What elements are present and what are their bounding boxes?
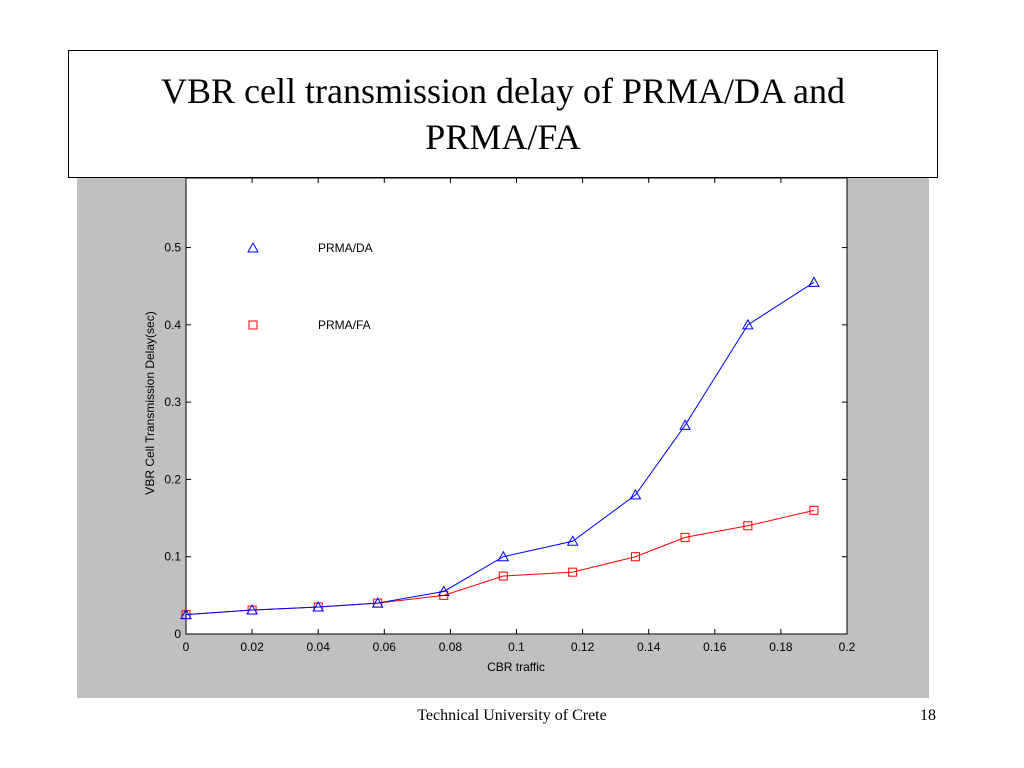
data-point xyxy=(246,604,258,615)
square-marker-icon xyxy=(248,320,258,330)
x-tick-label: 0.14 xyxy=(637,640,661,654)
x-axis-label: CBR traffic xyxy=(487,660,545,674)
y-axis: 0 0.1 0.2 0.3 0.4 0.5 xyxy=(164,241,847,641)
data-point xyxy=(743,521,753,531)
data-point xyxy=(679,419,691,430)
x-tick-label: 0 xyxy=(183,640,190,654)
data-point xyxy=(629,488,642,500)
x-axis: 0 0.02 0.04 0.06 0.08 0.1 0.12 0.14 0.16 0.18 0.2 xyxy=(183,178,856,654)
x-tick-label: 0.2 xyxy=(839,640,856,654)
data-point xyxy=(742,318,754,330)
series-layer xyxy=(180,276,820,620)
legend-label: PRMA/FA xyxy=(318,318,371,332)
data-point xyxy=(437,585,450,596)
legend: PRMA/DA PRMA/FA xyxy=(247,241,373,332)
x-tick-label: 0.12 xyxy=(571,640,595,654)
x-tick-label: 0.08 xyxy=(439,640,463,654)
data-point xyxy=(497,550,510,562)
data-point xyxy=(630,552,640,562)
series-line xyxy=(185,281,815,616)
x-tick-label: 0.1 xyxy=(508,640,525,654)
y-axis-label: VBR Cell Transmission Delay(sec) xyxy=(143,311,157,494)
data-point xyxy=(180,608,192,620)
x-tick-label: 0.04 xyxy=(307,640,331,654)
data-point xyxy=(680,532,690,542)
y-tick-label: 0.1 xyxy=(164,550,181,564)
footer-institution: Technical University of Crete xyxy=(417,707,607,724)
y-tick-label: 0.5 xyxy=(164,241,181,255)
data-point xyxy=(371,597,384,608)
legend-entry: PRMA/FA xyxy=(248,318,371,332)
triangle-marker-icon xyxy=(247,241,259,253)
data-point xyxy=(566,535,579,546)
slide-title-box: VBR cell transmission delay of PRMA/DA a… xyxy=(68,50,938,178)
data-point xyxy=(808,276,820,287)
data-point xyxy=(498,571,508,581)
x-tick-label: 0.16 xyxy=(703,640,727,654)
plot-area xyxy=(185,177,848,635)
slide-title: VBR cell transmission delay of PRMA/DA a… xyxy=(161,71,845,157)
legend-entry: PRMA/DA xyxy=(247,241,373,255)
data-point xyxy=(568,567,578,577)
data-point xyxy=(312,600,325,612)
y-tick-label: 0.3 xyxy=(164,395,181,409)
data-point xyxy=(809,505,819,515)
x-tick-label: 0.02 xyxy=(240,640,264,654)
y-tick-label: 0.4 xyxy=(164,318,181,332)
y-tick-label: 0 xyxy=(174,627,181,641)
x-tick-label: 0.18 xyxy=(769,640,793,654)
series-prma-da xyxy=(180,276,820,620)
y-tick-label: 0.2 xyxy=(164,472,181,486)
x-tick-label: 0.06 xyxy=(373,640,397,654)
page-number: 18 xyxy=(920,707,936,724)
legend-label: PRMA/DA xyxy=(318,241,373,255)
